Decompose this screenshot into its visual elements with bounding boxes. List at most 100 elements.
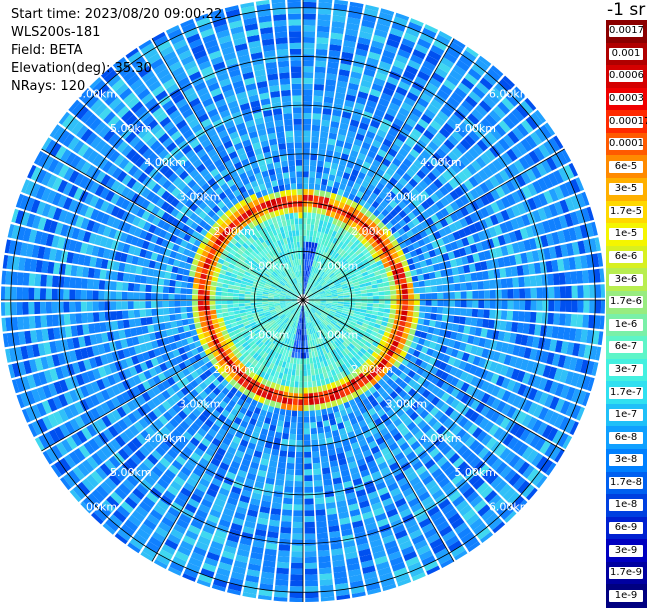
range-gate-cell — [57, 276, 65, 288]
range-gate-cell — [298, 387, 303, 394]
range-gate-cell — [288, 392, 294, 399]
range-gate-cell — [366, 255, 374, 262]
range-gate-cell — [375, 260, 383, 267]
range-gate-cell — [310, 287, 316, 292]
range-gate-cell — [389, 27, 404, 38]
range-gate-cell — [478, 169, 489, 181]
range-gate-cell — [378, 241, 386, 249]
range-gate-cell — [328, 313, 335, 318]
range-gate-cell — [187, 276, 195, 283]
range-gate-cell — [323, 310, 329, 315]
range-gate-cell — [303, 416, 310, 423]
range-gate-cell — [374, 323, 381, 329]
range-gate-cell — [442, 122, 455, 134]
range-gate-cell — [313, 304, 319, 308]
range-gate-cell — [105, 270, 113, 280]
range-gate-cell — [471, 63, 486, 77]
range-gate-cell — [359, 122, 369, 131]
range-gate-cell — [288, 445, 296, 452]
range-gate-cell — [312, 280, 317, 286]
range-gate-cell — [303, 282, 305, 289]
range-gate-cell — [393, 432, 403, 442]
range-gate-cell — [395, 309, 402, 315]
range-gate-cell — [401, 260, 409, 267]
range-gate-cell — [304, 545, 317, 552]
range-gate-cell — [303, 253, 306, 260]
range-gate-cell — [121, 291, 128, 300]
range-gate-cell — [303, 107, 312, 114]
range-gate-cell — [356, 42, 370, 52]
range-gate-cell — [460, 465, 473, 477]
range-gate-cell — [352, 265, 359, 271]
range-gate-cell — [216, 313, 223, 319]
range-gate-cell — [312, 457, 321, 464]
range-gate-cell — [553, 135, 564, 150]
range-gate-cell — [289, 386, 294, 393]
range-gate-cell — [10, 286, 17, 300]
range-gate-cell — [315, 515, 327, 522]
range-gate-cell — [336, 322, 343, 328]
range-gate-cell — [98, 301, 105, 311]
range-gate-cell — [379, 339, 387, 347]
range-gate-cell — [322, 320, 328, 326]
range-gate-cell — [339, 266, 346, 273]
range-gate-cell — [519, 428, 531, 442]
range-gate-cell — [192, 283, 199, 289]
range-gate-cell — [389, 462, 400, 472]
range-gate-cell — [344, 368, 351, 376]
range-gate-cell — [262, 302, 269, 305]
range-gate-cell — [174, 294, 181, 300]
range-gate-cell — [92, 301, 99, 311]
range-gate-cell — [548, 286, 555, 299]
range-gate-cell — [285, 474, 294, 481]
range-gate-cell — [334, 0, 349, 6]
range-gate-cell — [554, 300, 561, 312]
range-gate-cell — [313, 274, 318, 280]
range-gate-cell — [441, 503, 455, 515]
range-gate-cell — [317, 385, 323, 393]
range-gate-cell — [447, 512, 461, 525]
range-gate-cell — [369, 221, 377, 230]
range-gate-cell — [387, 148, 398, 158]
range-gate-cell — [385, 133, 396, 143]
range-gate-cell — [386, 38, 400, 49]
range-gate-cell — [408, 112, 420, 123]
range-gate-cell — [527, 402, 538, 416]
range-gate-cell — [404, 252, 412, 260]
range-gate-cell — [348, 359, 355, 366]
range-gate-cell — [488, 319, 495, 329]
range-gate-cell — [416, 214, 425, 223]
range-gate-cell — [358, 264, 366, 271]
range-gate-cell — [311, 254, 315, 261]
range-gate-cell — [222, 312, 229, 317]
range-gate-cell — [394, 244, 402, 252]
range-gate-cell — [391, 65, 404, 75]
range-gate-cell — [412, 49, 426, 60]
range-gate-cell — [404, 339, 413, 347]
range-gate-cell — [322, 251, 327, 259]
range-gate-cell — [92, 312, 100, 322]
range-gate-cell — [204, 285, 211, 291]
range-gate-cell — [514, 425, 526, 439]
range-gate-cell — [303, 7, 317, 14]
range-gate-cell — [221, 300, 228, 305]
range-gate-cell — [489, 145, 501, 158]
range-gate-cell — [308, 346, 312, 353]
range-gate-cell — [424, 279, 431, 287]
range-gate-cell — [328, 255, 334, 262]
range-gate-cell — [365, 328, 373, 334]
range-gate-cell — [479, 100, 492, 113]
range-gate-cell — [542, 365, 552, 378]
range-gate-cell — [370, 262, 378, 269]
range-gate-cell — [411, 198, 421, 208]
range-gate-cell — [375, 395, 384, 404]
range-gate-cell — [344, 330, 351, 337]
range-gate-cell — [369, 88, 382, 98]
range-gate-cell — [227, 304, 234, 308]
range-gate-cell — [305, 586, 319, 593]
range-gate-cell — [386, 456, 397, 466]
range-gate-cell — [365, 358, 373, 366]
range-gate-cell — [239, 290, 246, 294]
range-gate-cell — [317, 160, 324, 168]
range-gate-cell — [521, 119, 534, 134]
